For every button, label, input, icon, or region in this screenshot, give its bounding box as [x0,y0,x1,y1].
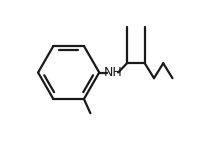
Text: NH: NH [103,66,122,79]
